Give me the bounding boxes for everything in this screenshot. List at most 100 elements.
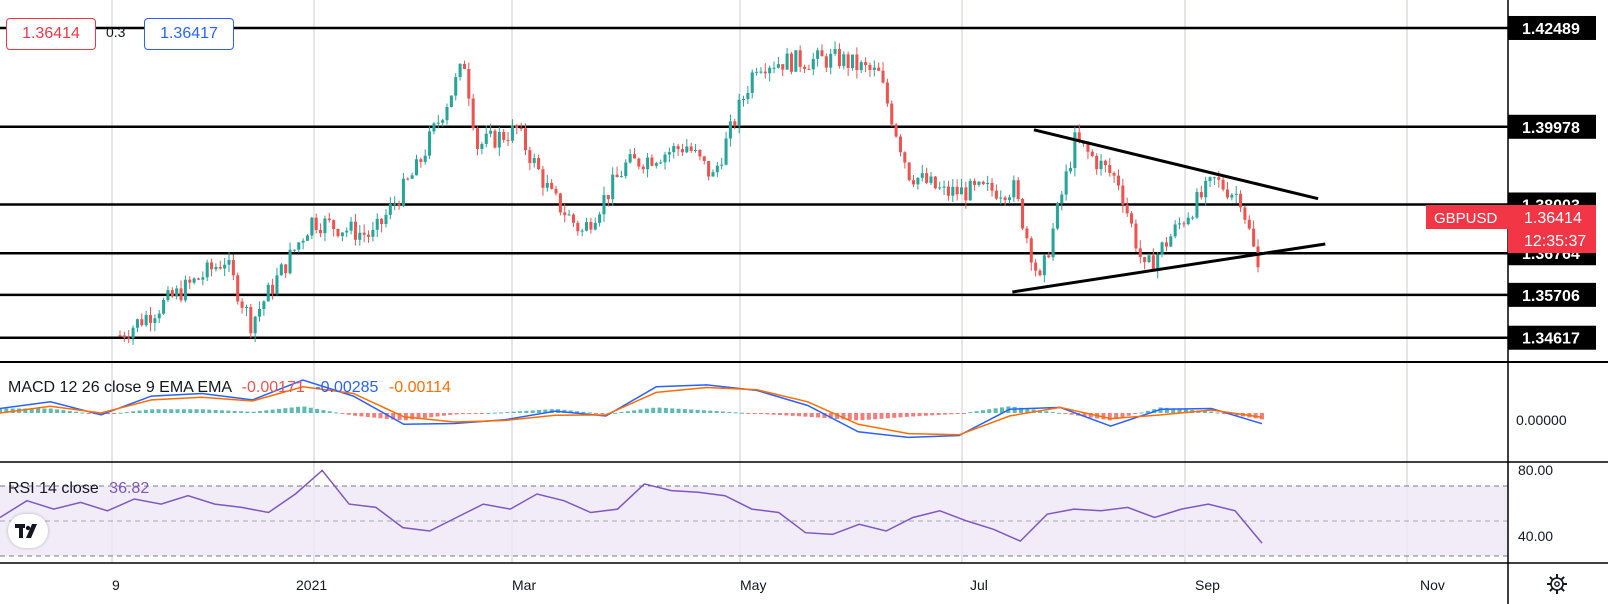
candle-body [737, 99, 741, 126]
macd-histogram-bar [854, 413, 859, 421]
candle-body [1077, 132, 1081, 142]
candle-body [715, 165, 719, 173]
candle-body [1252, 228, 1256, 247]
candle-body [1108, 165, 1112, 174]
candle-body [968, 180, 972, 201]
candle-body [445, 106, 449, 121]
candle-body [672, 146, 676, 153]
candle-body [973, 180, 977, 185]
macd-histogram-bar [936, 413, 941, 415]
rsi-pane[interactable]: 80.00 40.00 [0, 462, 1553, 557]
macd-histogram-bar [486, 412, 491, 414]
candle-body [323, 218, 327, 234]
level-label-1: 1.39978 [1522, 120, 1580, 137]
candle-body [946, 186, 950, 196]
tradingview-logo[interactable] [8, 514, 48, 548]
macd-histogram-bar [315, 408, 320, 413]
sell-price-box[interactable]: 1.36414 [6, 18, 96, 50]
macd-legend[interactable]: MACD 12 26 close 9 EMA EMA -0.00171 -0.0… [8, 379, 451, 396]
candle-body [990, 182, 994, 191]
candle-body [275, 275, 279, 294]
candle-body [1138, 248, 1142, 258]
macd-histogram-bar [219, 410, 224, 413]
macd-histogram-bar [759, 413, 764, 414]
candle-body [667, 152, 671, 155]
price-axis[interactable]: 1.42000 1.424891.399781.380031.367641.35… [1426, 15, 1596, 350]
macd-histogram-bar [949, 413, 954, 415]
candle-body [942, 186, 946, 188]
candle-body [179, 288, 183, 301]
candle-body [881, 70, 885, 83]
macd-histogram-bar [974, 411, 979, 413]
candle-body [624, 162, 628, 177]
candle-body [859, 62, 863, 71]
candle-body [410, 175, 414, 179]
svg-text:MACD 12 26 close 9 EMA EMA: MACD 12 26 close 9 EMA EMA -0.00171 -0.0… [8, 379, 451, 396]
candle-body [458, 63, 462, 78]
candle-body [593, 222, 597, 230]
settings-gear-icon[interactable] [1545, 572, 1569, 596]
candle-body [428, 131, 432, 156]
macd-histogram-bar [828, 413, 833, 419]
level-label-0: 1.42489 [1522, 21, 1580, 38]
macd-histogram-bar [277, 408, 282, 413]
macd-histogram-bar [429, 413, 434, 418]
macd-line-value: -0.00285 [315, 379, 378, 396]
macd-histogram-bar [86, 413, 91, 414]
candle-body [785, 53, 789, 70]
macd-histogram-bar [803, 413, 808, 417]
macd-histogram-bar [422, 413, 427, 418]
candle-body [157, 313, 161, 319]
candle-body [781, 64, 785, 70]
macd-histogram-bar [619, 412, 624, 414]
time-tick-may: May [740, 577, 766, 593]
macd-histogram-bar [162, 409, 167, 413]
candle-body [432, 123, 436, 132]
buy-price-box[interactable]: 1.36417 [144, 18, 234, 50]
candle-body [1217, 177, 1221, 180]
candle-body [1116, 175, 1121, 186]
macd-histogram-bar [1260, 413, 1264, 420]
macd-histogram-bar [873, 413, 878, 420]
bid-price: 1.36414 [22, 25, 80, 42]
candle-body [728, 121, 732, 139]
macd-histogram-bar [600, 413, 605, 414]
tradingview-logo-icon [15, 524, 37, 538]
rsi-tick-80: 80.00 [1518, 462, 1553, 478]
candle-body [436, 122, 440, 124]
candle-body [135, 319, 139, 328]
candle-body [571, 214, 575, 223]
candle-body [746, 92, 750, 100]
candle-body [759, 71, 763, 73]
macd-histogram-bar [346, 413, 351, 415]
macd-signal-line [0, 386, 1263, 436]
candle-body [288, 249, 292, 274]
candle-body [1204, 180, 1208, 198]
grid [111, 0, 1408, 563]
time-axis[interactable]: 9 2021 Mar May Jul Sep Nov [112, 577, 1445, 593]
macd-histogram-bar [359, 413, 364, 417]
time-tick-mar: Mar [512, 577, 536, 593]
macd-histogram-bar [587, 412, 592, 414]
candle-body [205, 262, 209, 278]
candle-body [1134, 223, 1138, 249]
macd-histogram-bar [594, 413, 599, 414]
candle-body [1068, 168, 1073, 172]
macd-histogram-bar [980, 410, 985, 413]
candle-body [606, 195, 610, 200]
macd-histogram-bar [632, 410, 637, 413]
macd-histogram-bar [1183, 409, 1188, 413]
price-pane[interactable] [0, 26, 1508, 345]
rsi-band [0, 486, 1508, 556]
rsi-legend[interactable]: RSI 14 close 36.82 [8, 480, 149, 497]
candle-body [1086, 144, 1090, 152]
candle-body [872, 67, 876, 70]
macd-histogram-bar [816, 413, 821, 418]
macd-pane[interactable]: 0.00000 [0, 379, 1567, 439]
candle-body [419, 159, 423, 162]
candle-body [266, 284, 270, 302]
candle-body [1047, 255, 1051, 258]
macd-histogram-bar [200, 409, 205, 413]
rsi-line [0, 469, 1263, 544]
